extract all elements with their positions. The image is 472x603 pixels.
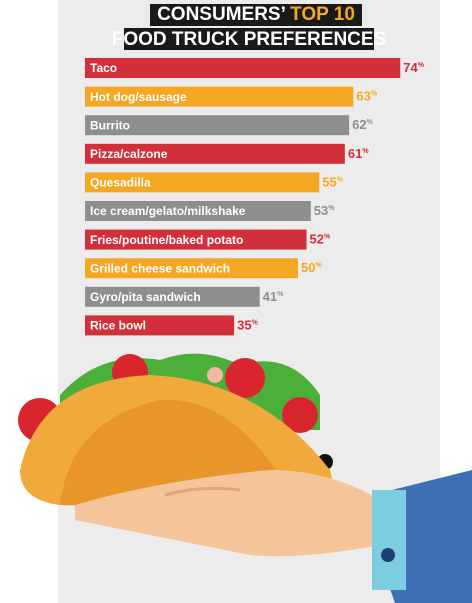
bar <box>85 286 260 307</box>
bar <box>85 143 345 164</box>
taco-illustration <box>18 353 472 603</box>
value-label: 63% <box>356 89 377 104</box>
value-label: 53% <box>314 203 335 218</box>
category-label: Gyro/pita sandwich <box>90 290 201 304</box>
category-label: Quesadilla <box>90 176 151 190</box>
category-label: Grilled cheese sandwich <box>90 261 230 275</box>
value-label: 35% <box>237 318 258 333</box>
category-label: Rice bowl <box>90 319 146 333</box>
value-label: 74% <box>403 60 424 75</box>
category-label: Hot dog/sausage <box>90 90 187 104</box>
category-label: Fries/poutine/baked potato <box>90 233 243 247</box>
value-label: 41% <box>263 289 284 304</box>
value-label: 61% <box>348 146 369 161</box>
bar <box>85 315 235 336</box>
title-part: CONSUMERS’ <box>157 4 285 25</box>
category-label: Ice cream/gelato/milkshake <box>90 204 246 218</box>
title-box <box>150 4 362 26</box>
bar <box>85 229 307 250</box>
category-label: Burrito <box>90 118 130 132</box>
bar <box>85 172 320 193</box>
category-label: Taco <box>90 61 117 75</box>
title-part: TOP 10 <box>290 4 355 25</box>
bar <box>85 86 354 107</box>
value-label: 50% <box>301 261 322 276</box>
value-label: 52% <box>310 232 331 247</box>
chart-title: CONSUMERS’ TOP 10 <box>157 4 355 25</box>
value-label: 62% <box>352 118 373 133</box>
value-label: 55% <box>322 175 343 190</box>
subtitle-box <box>124 28 374 50</box>
category-label: Pizza/calzone <box>90 147 168 161</box>
bar <box>85 58 401 78</box>
bar <box>85 201 311 221</box>
bar <box>85 115 350 136</box>
bar <box>85 258 298 279</box>
chart-subtitle: FOOD TRUCK PREFERENCES <box>112 29 386 50</box>
